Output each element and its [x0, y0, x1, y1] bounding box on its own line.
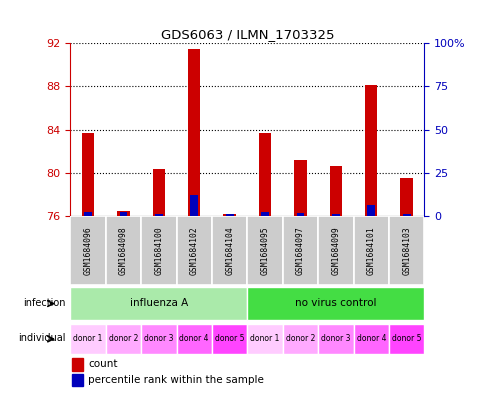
Text: GSM1684100: GSM1684100 [154, 226, 163, 275]
Text: donor 2: donor 2 [285, 334, 315, 343]
Bar [282, 216, 318, 285]
Text: GSM1684101: GSM1684101 [366, 226, 375, 275]
Text: donor 5: donor 5 [391, 334, 421, 343]
Bar [329, 167, 341, 216]
Bar [388, 324, 424, 354]
Bar [294, 160, 306, 216]
Bar [70, 287, 247, 320]
Bar [223, 214, 235, 216]
Bar [364, 85, 377, 216]
Text: donor 3: donor 3 [144, 334, 173, 343]
Text: GSM1684096: GSM1684096 [83, 226, 92, 275]
Text: no virus control: no virus control [294, 298, 376, 308]
Bar [331, 214, 339, 216]
Bar [106, 324, 141, 354]
Bar [212, 324, 247, 354]
Bar [247, 216, 282, 285]
Text: donor 2: donor 2 [108, 334, 138, 343]
Text: count: count [88, 359, 117, 369]
Bar [282, 324, 318, 354]
Text: GSM1684103: GSM1684103 [401, 226, 410, 275]
Bar [400, 178, 412, 216]
Text: donor 1: donor 1 [250, 334, 279, 343]
Text: percentile rank within the sample: percentile rank within the sample [88, 375, 263, 385]
Bar [70, 324, 106, 354]
Text: donor 5: donor 5 [214, 334, 244, 343]
Bar [72, 374, 83, 386]
Text: infection: infection [23, 298, 65, 308]
Bar [188, 49, 200, 216]
Bar [190, 195, 198, 216]
Bar [258, 133, 271, 216]
Bar [176, 216, 212, 285]
Bar [70, 216, 106, 285]
Text: GSM1684102: GSM1684102 [189, 226, 198, 275]
Title: GDS6063 / ILMN_1703325: GDS6063 / ILMN_1703325 [160, 28, 333, 40]
Bar [402, 214, 410, 216]
Bar [296, 213, 304, 216]
Bar [141, 324, 176, 354]
Text: GSM1684095: GSM1684095 [260, 226, 269, 275]
Text: donor 1: donor 1 [73, 334, 103, 343]
Text: donor 4: donor 4 [179, 334, 209, 343]
Bar [366, 205, 375, 216]
Bar [106, 216, 141, 285]
Text: influenza A: influenza A [129, 298, 188, 308]
Text: GSM1684098: GSM1684098 [119, 226, 128, 275]
Bar [353, 216, 388, 285]
Bar [318, 324, 353, 354]
Bar [388, 216, 424, 285]
Text: GSM1684104: GSM1684104 [225, 226, 234, 275]
Text: donor 4: donor 4 [356, 334, 385, 343]
Bar [318, 216, 353, 285]
Text: individual: individual [18, 333, 65, 343]
Bar [117, 211, 129, 216]
Bar [247, 287, 424, 320]
Bar [72, 358, 83, 371]
Text: donor 3: donor 3 [320, 334, 350, 343]
Bar [152, 169, 165, 216]
Bar [154, 214, 163, 216]
Bar [247, 324, 282, 354]
Bar [119, 212, 127, 216]
Text: GSM1684097: GSM1684097 [295, 226, 304, 275]
Text: GSM1684099: GSM1684099 [331, 226, 340, 275]
Bar [260, 212, 269, 216]
Bar [353, 324, 388, 354]
Bar [225, 214, 233, 216]
Bar [82, 133, 94, 216]
Bar [141, 216, 176, 285]
Bar [84, 212, 92, 216]
Bar [176, 324, 212, 354]
Bar [212, 216, 247, 285]
